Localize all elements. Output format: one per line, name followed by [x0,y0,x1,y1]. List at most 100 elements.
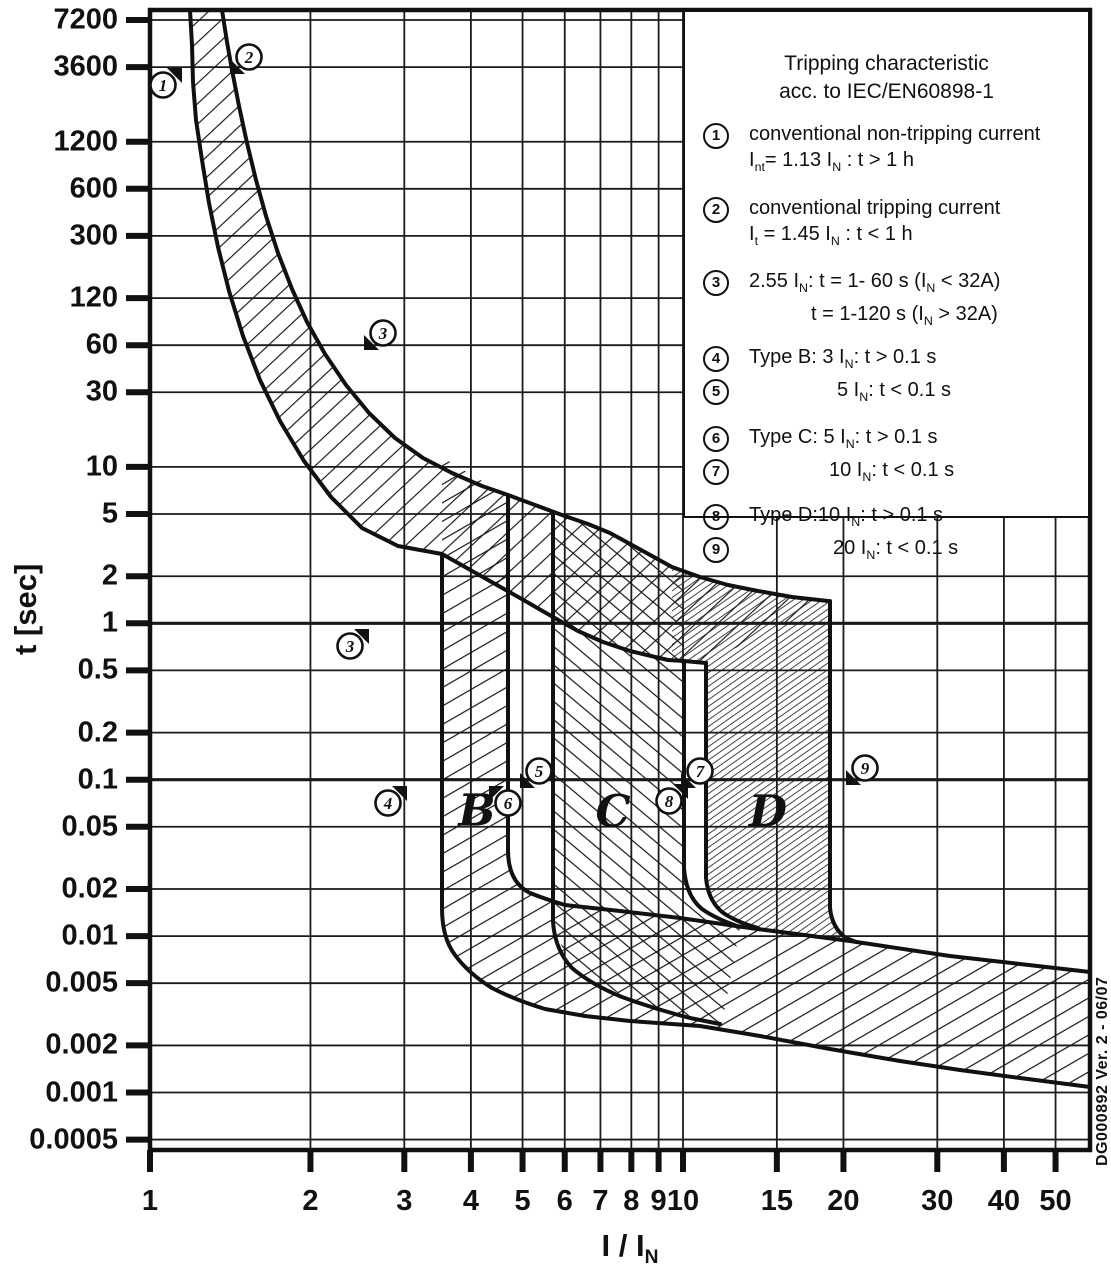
x-axis-title: I / IN [601,1228,659,1269]
legend-item-text: Int= 1.13 IN : t > 1 h [749,149,914,174]
marker-circle [369,319,397,347]
marker-number: 3 [345,637,355,656]
legend-item-text: Type D:10 IN: t > 0.1 s [749,504,944,529]
D-left-boundary [704,661,760,930]
legend-title: Tripping characteristic acc. to IEC/EN60… [685,50,1088,106]
marker-number: 7 [696,762,706,781]
chart-frame [147,7,1093,1153]
marker-flag [846,770,861,785]
y-tick-label: 0.01 [61,919,118,952]
legend-title-line1: Tripping characteristic [784,52,989,75]
legend-row: 8 Type D:10 IN: t > 0.1 s [703,503,1088,535]
legend-row: 4 Type B: 3 IN: t > 0.1 s [703,345,1088,377]
lower-thermal-curve [188,8,670,662]
legend-item-number-5: 5 [703,379,729,405]
marker-number: 8 [665,792,674,811]
marker-flag [230,59,245,74]
marker-circle [374,789,402,817]
x-tick-label: 10 [666,1185,700,1217]
y-tick-label: 7200 [53,3,118,36]
x-tick-label: 4 [462,1185,479,1217]
x-tick-label: 3 [396,1185,413,1217]
legend-item-text: Type C: 5 IN: t > 0.1 s [749,426,938,451]
x-tick-label: 40 [987,1185,1021,1217]
chart-markers: 1 2 3 3 4 5 6 7 8 9 [149,43,879,817]
marker-8: 8 [655,784,688,815]
marker-7: 7 [681,757,714,788]
marker-flag [489,786,504,801]
x-tick-label: 8 [623,1185,640,1217]
y-axis-title: t [sec] [8,563,43,655]
y-tick-label: 30 [85,375,118,408]
marker-number: 4 [383,794,393,813]
legend-item-text: 2.55 IN: t = 1- 60 s (IN < 32A) [749,270,1001,295]
y-tick-label: 2 [101,559,118,592]
legend-item-text: conventional non-tripping current [749,123,1041,145]
y-tick-label: 0.002 [45,1028,118,1061]
x-tick-label: 2 [302,1185,319,1217]
upper-thermal-curve [220,8,830,603]
legend-row: 3 2.55 IN: t = 1- 60 s (IN < 32A) [703,269,1088,301]
marker-flag [364,335,379,350]
thermal-band-fill [190,10,828,663]
legend-item-text: Type B: 3 IN: t > 0.1 s [749,346,937,371]
document-reference: DG000892 Ver. 2 - 06/07 [1094,976,1111,1166]
curve-letter-C: C [595,786,631,838]
marker-flag [392,786,407,801]
x-tick-label: 9 [650,1185,667,1217]
marker-number: 6 [504,794,513,813]
legend-item-number-3: 3 [703,270,729,296]
y-tick-label: 10 [85,450,118,483]
marker-circle [686,757,714,785]
legend-item-text: t = 1-120 s (IN > 32A) [811,303,998,328]
D-right-boundary [828,599,858,944]
marker-circle [851,754,879,782]
legend-item-text: conventional tripping current [749,197,1001,219]
marker-number: 3 [378,324,388,343]
x-tick-label: 15 [760,1185,793,1217]
legend-item-text: 5 IN: t < 0.1 s [837,379,952,404]
legend-row: 6 Type C: 5 IN: t > 0.1 s [703,425,1088,457]
x-tick-label: 50 [1039,1185,1072,1217]
legend-item-text: 10 IN: t < 0.1 s [829,459,955,484]
legend-row: 1 conventional non-tripping current [703,122,1088,149]
y-tick-label: 300 [69,219,118,252]
marker-3: 3 [364,319,397,350]
legend-item-number-1: 1 [703,123,729,149]
legend-row: t = 1-120 s (IN > 32A) [703,302,1088,334]
legend-item-number-2: 2 [703,197,729,223]
marker-number: 2 [244,48,254,67]
y-tick-label: 0.2 [77,716,118,749]
y-tick-label: 0.005 [45,966,118,999]
legend-row: 9 20 IN: t < 0.1 s [703,536,1088,568]
marker-flag [673,784,688,799]
x-tick-label: 7 [592,1185,609,1217]
marker-circle [525,757,553,785]
legend-item-text: 20 IN: t < 0.1 s [833,537,959,562]
y-tick-label: 0.05 [61,810,118,843]
marker-flag [520,773,535,788]
y-tick-label: 60 [85,328,118,361]
legend-item-number-4: 4 [703,346,729,372]
marker-circle [149,71,177,99]
x-tick-label: 6 [556,1185,573,1217]
marker-number: 9 [861,759,870,778]
curve-letter-B: B [458,785,496,837]
legend-box: Tripping characteristic acc. to IEC/EN60… [683,10,1090,563]
x-tick-label: 20 [827,1185,860,1217]
y-tick-label: 1 [101,606,118,639]
marker-6: 6 [489,786,522,817]
marker-number: 5 [535,762,544,781]
marker-flag [167,68,182,83]
legend-row: It = 1.45 IN : t < 1 h [703,222,1088,254]
legend-item-number-8: 8 [703,504,729,530]
marker-circle [235,43,263,71]
y-tick-label: 5 [101,497,118,530]
curve-letter-D: D [748,786,788,838]
y-tick-label: 0.02 [61,872,118,905]
x-tick-label: 1 [141,1185,159,1217]
y-tick-label: 600 [69,172,118,205]
marker-5: 5 [520,757,553,788]
x-tick-label: 30 [921,1185,954,1217]
